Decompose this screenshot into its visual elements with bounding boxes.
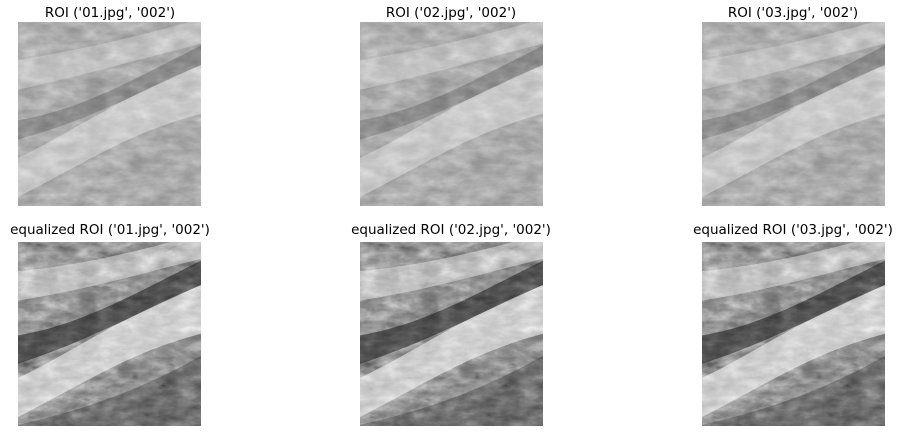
panel-equalized-roi-03: equalized ROI ('03.jpg', '002') bbox=[683, 220, 902, 437]
panel-title: equalized ROI ('02.jpg', '002') bbox=[351, 222, 551, 238]
roi-image-03 bbox=[702, 22, 885, 206]
panel-equalized-roi-02: equalized ROI ('02.jpg', '002') bbox=[341, 220, 561, 437]
panel-roi-01: ROI ('01.jpg', '002') bbox=[0, 0, 220, 210]
equalized-roi-image-02 bbox=[360, 242, 543, 426]
panel-equalized-roi-01: equalized ROI ('01.jpg', '002') bbox=[0, 220, 220, 437]
panel-title: ROI ('01.jpg', '002') bbox=[44, 5, 176, 21]
equalized-roi-image-01 bbox=[18, 242, 201, 426]
panel-title: ROI ('03.jpg', '002') bbox=[727, 5, 859, 21]
panel-roi-03: ROI ('03.jpg', '002') bbox=[683, 0, 902, 210]
roi-image-01 bbox=[18, 22, 201, 206]
equalized-roi-image-03 bbox=[702, 242, 885, 426]
panel-roi-02: ROI ('02.jpg', '002') bbox=[341, 0, 561, 210]
panel-title: equalized ROI ('01.jpg', '002') bbox=[10, 222, 210, 238]
panel-title: ROI ('02.jpg', '002') bbox=[385, 5, 517, 21]
roi-image-02 bbox=[360, 22, 543, 206]
panel-title: equalized ROI ('03.jpg', '002') bbox=[693, 222, 893, 238]
